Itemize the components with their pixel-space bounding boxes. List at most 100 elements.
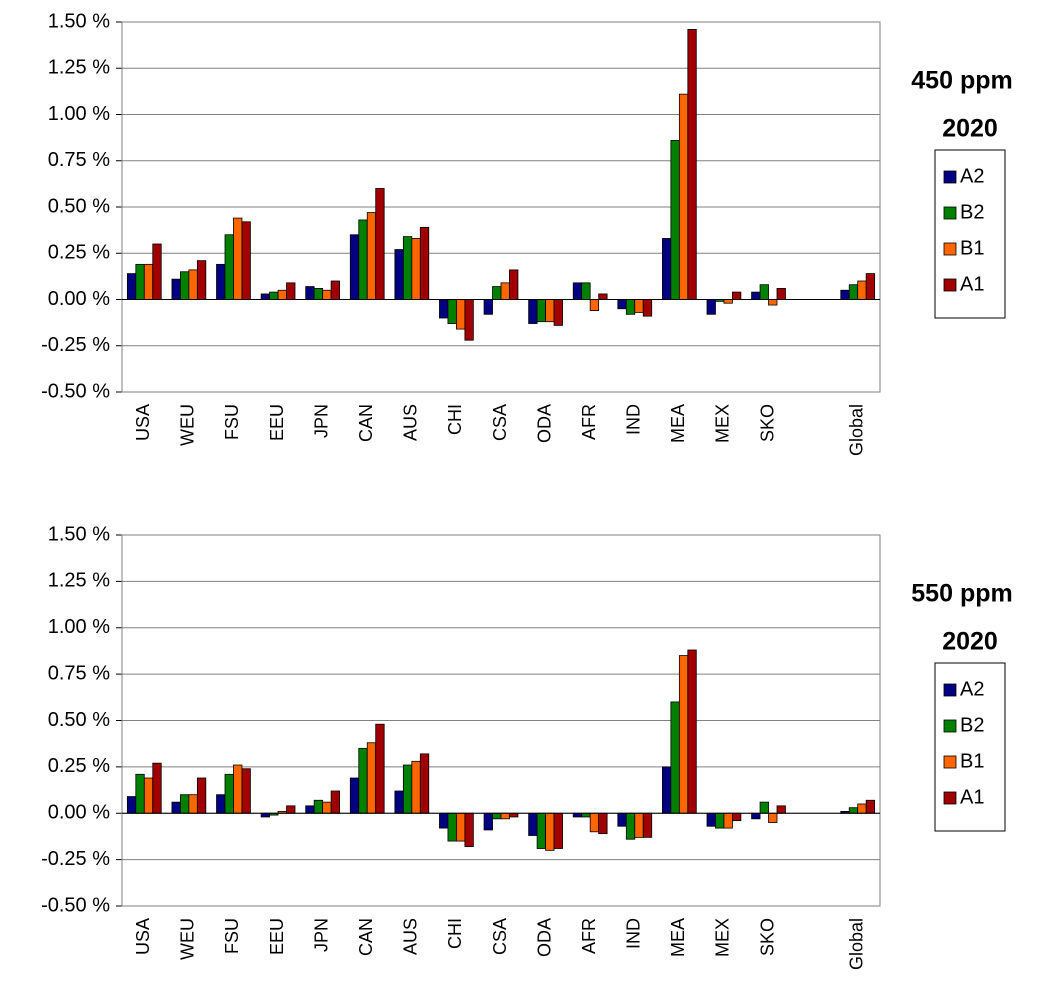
x-tick-label: USA bbox=[133, 918, 153, 955]
bar bbox=[171, 801, 181, 814]
bar bbox=[483, 812, 493, 831]
bar bbox=[492, 812, 502, 820]
x-tick-label: CSA bbox=[490, 918, 510, 955]
y-tick-label: 0.00 % bbox=[48, 802, 110, 824]
bar bbox=[241, 221, 251, 300]
x-tick-label: MEX bbox=[713, 404, 733, 443]
bar bbox=[589, 299, 600, 312]
bar bbox=[528, 812, 538, 836]
plot-frame bbox=[121, 21, 881, 393]
bar bbox=[500, 812, 510, 820]
bar bbox=[375, 188, 385, 300]
x-tick-label: WEU bbox=[178, 404, 198, 446]
x-tick-label: EEU bbox=[267, 404, 287, 441]
bar bbox=[349, 777, 360, 814]
bar bbox=[768, 299, 778, 306]
bar bbox=[126, 796, 137, 814]
bar bbox=[528, 299, 538, 324]
bar bbox=[553, 812, 563, 849]
bar bbox=[732, 812, 742, 822]
bar bbox=[143, 263, 154, 300]
x-tick-label: JPN bbox=[311, 918, 331, 952]
bar bbox=[305, 286, 315, 300]
x-tick-label: FSU bbox=[222, 404, 242, 440]
y-tick-label: -0.25 % bbox=[41, 848, 110, 870]
bar bbox=[394, 790, 404, 814]
bar bbox=[706, 812, 716, 827]
bar bbox=[687, 649, 697, 814]
x-tick-label: MEA bbox=[668, 918, 688, 957]
bar bbox=[662, 766, 672, 814]
bar bbox=[375, 723, 385, 814]
bar bbox=[196, 777, 207, 814]
y-tick-label: 1.50 % bbox=[48, 10, 110, 32]
bar bbox=[313, 287, 324, 300]
legend-swatch bbox=[943, 719, 957, 733]
bar bbox=[349, 234, 360, 300]
bar bbox=[545, 299, 555, 323]
x-tick-label: AFR bbox=[579, 404, 599, 440]
bar bbox=[545, 812, 555, 851]
bar bbox=[411, 760, 421, 814]
chart-subtitle: 2020 bbox=[942, 628, 998, 656]
legend-label: A2 bbox=[960, 678, 984, 700]
bar bbox=[678, 655, 689, 814]
legend-label: B1 bbox=[960, 237, 984, 259]
legend-swatch bbox=[943, 791, 957, 805]
y-tick-label: 0.75 % bbox=[48, 662, 110, 684]
y-tick-label: 0.50 % bbox=[48, 709, 110, 731]
legend-label: A1 bbox=[960, 273, 984, 295]
x-tick-label: FSU bbox=[222, 918, 242, 954]
bar bbox=[670, 139, 680, 300]
x-tick-label: CHI bbox=[445, 404, 465, 435]
bar bbox=[840, 289, 850, 300]
bar bbox=[135, 773, 145, 814]
bar bbox=[241, 768, 251, 814]
bar bbox=[447, 299, 457, 324]
bar bbox=[419, 753, 430, 814]
y-tick-label: 0.25 % bbox=[48, 242, 110, 264]
bar bbox=[634, 299, 644, 313]
bar bbox=[135, 263, 145, 300]
bar bbox=[776, 287, 786, 300]
x-tick-label: CAN bbox=[356, 404, 376, 442]
chart: -0.50 % -0.25 % 0.00 % 0.25 % 0.50 % 0.75 % 1.… bbox=[41, 10, 1013, 456]
chart: -0.50 % -0.25 % 0.00 % 0.25 % 0.50 % 0.75 % 1.… bbox=[41, 523, 1013, 970]
x-tick-label: ODA bbox=[534, 404, 554, 443]
bar bbox=[634, 812, 644, 838]
chart-title: 550 ppm bbox=[911, 580, 1012, 608]
bar bbox=[589, 812, 600, 833]
x-tick-label: CHI bbox=[445, 918, 465, 949]
x-tick-label: EEU bbox=[267, 918, 287, 955]
bar bbox=[216, 794, 226, 814]
bar bbox=[286, 805, 296, 814]
bar bbox=[152, 762, 162, 814]
bar bbox=[456, 299, 466, 330]
bar bbox=[366, 212, 377, 300]
bar bbox=[617, 299, 627, 310]
bar bbox=[456, 812, 466, 842]
bar bbox=[464, 299, 474, 341]
bar bbox=[411, 238, 421, 300]
bar bbox=[768, 812, 778, 823]
bar bbox=[419, 226, 430, 300]
plot-frame bbox=[121, 534, 881, 907]
bar bbox=[776, 805, 786, 814]
y-tick-label: 1.00 % bbox=[48, 103, 110, 125]
bar bbox=[439, 812, 449, 829]
bar bbox=[687, 28, 697, 300]
bar bbox=[143, 777, 154, 814]
bar bbox=[723, 299, 733, 304]
bar bbox=[358, 219, 368, 300]
x-tick-label: Global bbox=[846, 404, 866, 456]
x-tick-label: CSA bbox=[490, 404, 510, 441]
bar bbox=[330, 790, 340, 814]
bar bbox=[126, 273, 137, 300]
x-tick-label: MEA bbox=[668, 404, 688, 443]
bar bbox=[848, 284, 859, 300]
x-tick-label: JPN bbox=[311, 404, 331, 438]
chart-subtitle: 2020 bbox=[942, 115, 998, 143]
bar bbox=[642, 812, 653, 838]
bar bbox=[233, 764, 243, 814]
bar bbox=[196, 260, 207, 300]
